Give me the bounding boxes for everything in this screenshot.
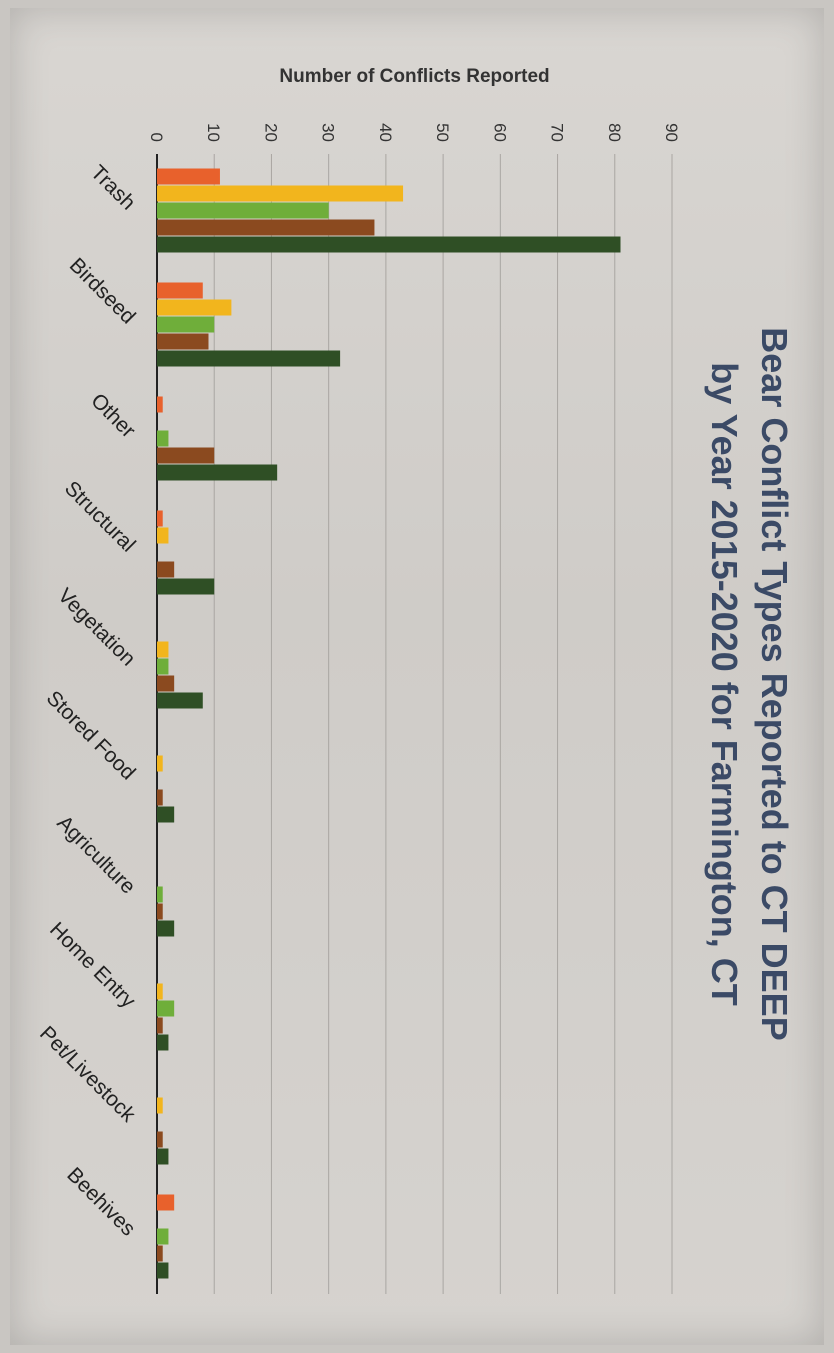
bar <box>156 185 404 202</box>
bar <box>157 1148 169 1165</box>
bar <box>157 350 341 367</box>
bar <box>156 202 329 219</box>
bar <box>157 299 232 316</box>
bar <box>157 1000 175 1017</box>
bar <box>157 396 163 413</box>
y-tick-label: 80 <box>605 123 624 142</box>
bars <box>156 168 621 1279</box>
bar <box>156 692 203 709</box>
bar <box>157 168 220 185</box>
bar <box>157 430 169 447</box>
bar <box>157 1194 175 1211</box>
bar <box>157 1097 163 1114</box>
chart-title-line2: by Year 2015-2020 for Farmington, CT <box>704 362 745 1006</box>
bar <box>157 920 175 937</box>
bar <box>157 806 175 823</box>
bar <box>157 1017 163 1034</box>
bar <box>157 561 175 578</box>
bar <box>157 886 163 903</box>
bar <box>157 789 163 806</box>
y-tick-label: 90 <box>662 123 681 142</box>
bar <box>157 236 621 253</box>
y-tick-label: 40 <box>376 123 395 142</box>
bar <box>157 447 215 464</box>
bar <box>157 1262 169 1279</box>
y-tick-label: 60 <box>490 123 509 142</box>
bar <box>157 658 169 675</box>
y-tick-label: 50 <box>433 123 452 142</box>
bar-chart: Bear Conflict Types Reported to CT DEEP … <box>35 66 795 1294</box>
bar <box>157 675 175 692</box>
bar <box>157 983 163 1000</box>
bar <box>157 333 209 350</box>
bar <box>157 755 163 772</box>
bar <box>157 903 163 920</box>
bar <box>157 1228 169 1245</box>
bar <box>157 219 375 236</box>
bar <box>157 527 169 544</box>
y-axis-ticks: 0 10 20 30 40 50 60 70 80 90 <box>147 123 681 142</box>
bar <box>157 510 163 527</box>
bar <box>157 316 215 333</box>
y-tick-label: 0 <box>147 133 166 142</box>
bar <box>157 578 215 595</box>
chart-title-line1: Bear Conflict Types Reported to CT DEEP <box>754 327 795 1040</box>
y-tick-label: 20 <box>261 123 280 142</box>
y-tick-label: 30 <box>319 123 338 142</box>
bar <box>157 641 169 658</box>
y-tick-label: 10 <box>204 123 223 142</box>
bar <box>157 1131 163 1148</box>
y-axis-label: Number of Conflicts Reported <box>279 66 549 87</box>
bar <box>157 464 278 481</box>
bar <box>157 1034 169 1051</box>
photo-paper: Bear Conflict Types Reported to CT DEEP … <box>10 8 824 1345</box>
bar <box>157 1245 163 1262</box>
y-tick-label: 70 <box>548 123 567 142</box>
chart-container: Bear Conflict Types Reported to CT DEEP … <box>32 34 822 1334</box>
bar <box>156 282 203 299</box>
